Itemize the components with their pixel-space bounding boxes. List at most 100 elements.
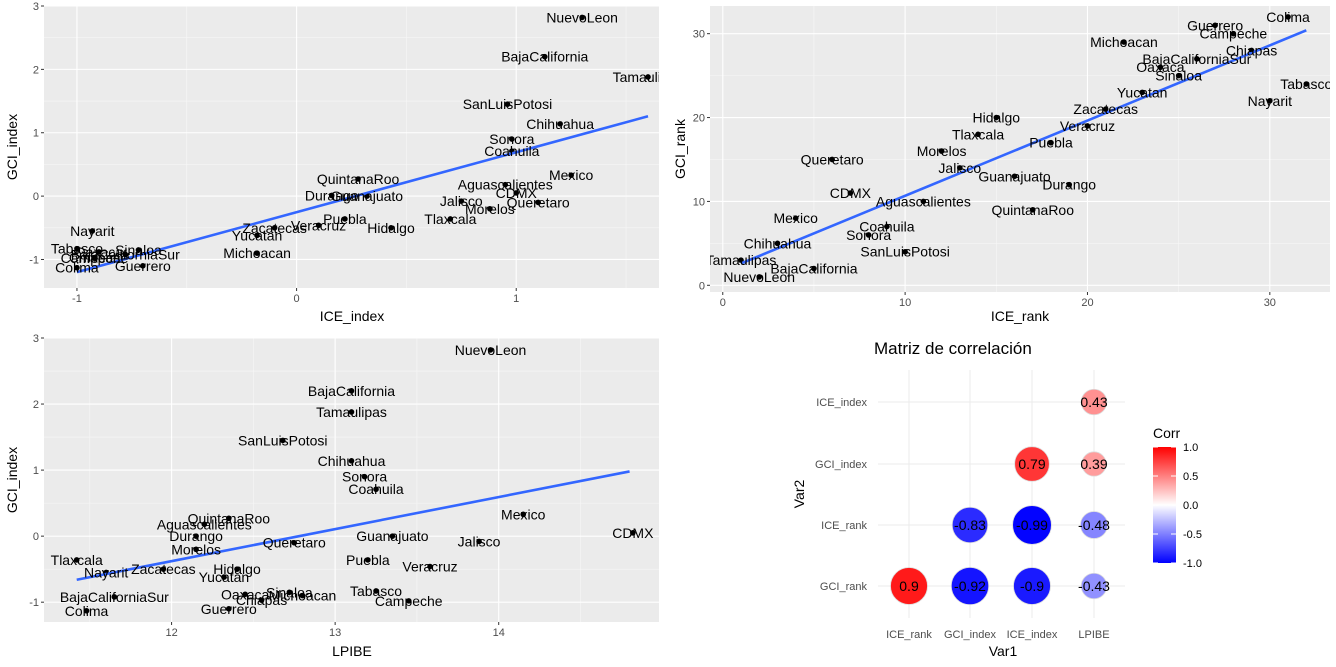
y-tick-label: 2 <box>33 64 39 76</box>
point-bajacaliforniasur <box>111 594 118 600</box>
label-chiapas: Chiapas <box>69 250 120 266</box>
point-mexico <box>520 511 527 518</box>
point-tabasco <box>1303 81 1310 87</box>
label-tamaulipas: Tamaulipas <box>316 404 387 420</box>
point-hidalgo <box>234 566 240 572</box>
label-coahuila: Coahuila <box>348 481 403 497</box>
point-aguascalientes <box>920 198 927 205</box>
correlation-matrix: Matriz de correlación Var1 Var2 Corr ICE… <box>791 339 1202 659</box>
label-zacatecas: Zacatecas <box>242 220 307 236</box>
label-cdmx: CDMX <box>830 185 872 201</box>
label-aguascalientes: Aguascalientes <box>458 177 553 193</box>
y-axis-title: GCI_index <box>4 447 20 513</box>
correlation-y-axis-title: Var2 <box>791 480 807 509</box>
point-guerrero <box>226 605 232 612</box>
label-chiapas: Chiapas <box>1226 42 1277 58</box>
point-hidalgo <box>993 114 1000 121</box>
label-queretaro: Queretaro <box>507 194 570 210</box>
point-oaxaca <box>242 591 248 598</box>
label-morelos: Morelos <box>171 541 221 557</box>
label-michoacan: Michoacan <box>223 245 291 261</box>
label-nayarit: Nayarit <box>70 223 114 239</box>
scatter-lpibe-vs-gci-index: 12 13 14-10123NuevoLeonBajaCaliforniaTamau… <box>4 333 659 659</box>
corr-value-ice-rank-gci-rank: 0.9 <box>899 578 919 594</box>
point-nayarit <box>1267 97 1273 104</box>
point-tamaulipas <box>645 74 651 80</box>
point-guanajuato <box>389 533 396 539</box>
point-mexico <box>568 172 574 178</box>
label-cdmx: CDMX <box>612 525 654 541</box>
corr-x-tick-ice-index: ICE_index <box>1007 629 1058 641</box>
scatter-ice-index-vs-gci-index: -1 0 1 -1 0 1 2 3 NuevoLeon BajaCalifornia Tamauli… <box>4 1 684 324</box>
panel-background <box>44 6 659 288</box>
label-tamaulipas: Tamaulipas <box>613 69 684 85</box>
point-queretaro <box>535 199 541 206</box>
point-queretaro <box>829 156 835 163</box>
label-puebla: Puebla <box>323 211 367 227</box>
label-quintanaroo: QuintanaRoo <box>317 171 400 187</box>
point-zacatecas <box>271 224 278 231</box>
legend-tick-label: 0.5 <box>1183 471 1198 483</box>
label-nuevoleon: NuevoLeon <box>455 342 527 358</box>
corr-y-tick-ice-index: ICE_index <box>816 397 867 409</box>
point-veracruz <box>1084 123 1091 129</box>
corr-y-tick-gci-rank: GCI_rank <box>820 581 868 593</box>
label-morelos: Morelos <box>917 143 967 159</box>
corr-value-lpibe-ice-rank: -0.48 <box>1078 517 1110 533</box>
label-mexico: Mexico <box>774 210 819 226</box>
legend-colorbar <box>1153 447 1176 563</box>
label-hidalgo: Hidalgo <box>213 561 261 577</box>
point-colima <box>83 607 90 614</box>
y-axis-title: GCI_index <box>4 114 20 180</box>
label-colima: Colima <box>65 603 109 619</box>
label-veracruz: Veracruz <box>1060 118 1115 134</box>
point-tabasco <box>74 245 80 252</box>
point-chiapas <box>258 597 265 604</box>
x-tick-label: 10 <box>899 297 911 309</box>
panel-background <box>44 338 659 622</box>
corr-value-gci-index-gci-rank: -0.92 <box>954 578 986 594</box>
legend-tick-label: 1.0 <box>1183 442 1198 454</box>
point-sinaloa <box>286 589 293 596</box>
x-axis-title: ICE_index <box>320 308 385 324</box>
label-cdmx: CDMX <box>496 185 538 201</box>
label-sinaloa: Sinaloa <box>115 242 162 258</box>
point-morelos <box>193 546 199 553</box>
legend-tick-label: -1.0 <box>1183 558 1202 570</box>
x-tick-label: 0 <box>294 293 300 305</box>
label-durango: Durango <box>305 187 359 203</box>
label-queretaro: Queretaro <box>263 535 326 551</box>
point-mexico <box>792 215 799 221</box>
label-sonora: Sonora <box>489 131 534 147</box>
point-morelos <box>938 148 945 154</box>
point-michoacan <box>1121 39 1127 45</box>
x-tick-label: 12 <box>165 627 177 639</box>
corr-y-tick-gci-index: GCI_index <box>815 459 867 471</box>
y-tick-label: 30 <box>693 29 705 41</box>
point-jalisco <box>957 165 963 171</box>
label-puebla: Puebla <box>1029 135 1073 151</box>
label-colima: Colima <box>1266 9 1310 25</box>
point-cdmx <box>630 530 636 536</box>
x-tick-label: 14 <box>493 627 505 639</box>
corr-circle-ice-index-ice-rank <box>1012 505 1052 545</box>
y-tick-label: 10 <box>693 196 705 208</box>
label-oaxaca: Oaxaca <box>221 586 269 602</box>
x-tick-label: 13 <box>329 627 341 639</box>
label-aguascalientes: Aguascalientes <box>157 516 252 532</box>
label-tlaxcala: Tlaxcala <box>51 552 103 568</box>
point-veracruz <box>315 222 322 229</box>
y-tick-label: 0 <box>699 280 705 292</box>
point-veracruz <box>427 563 433 570</box>
label-jalisco: Jalisco <box>458 533 501 549</box>
label-jalisco: Jalisco <box>440 193 483 209</box>
corr-circle-lpibe-ice-index <box>1080 388 1108 416</box>
label-sonora: Sonora <box>342 469 387 485</box>
point-tamaulipas <box>348 409 355 415</box>
label-campeche: Campeche <box>1200 26 1268 42</box>
point-chihuahua <box>774 240 781 247</box>
point-nuevoleon <box>756 274 763 280</box>
point-yucatan <box>221 574 227 580</box>
